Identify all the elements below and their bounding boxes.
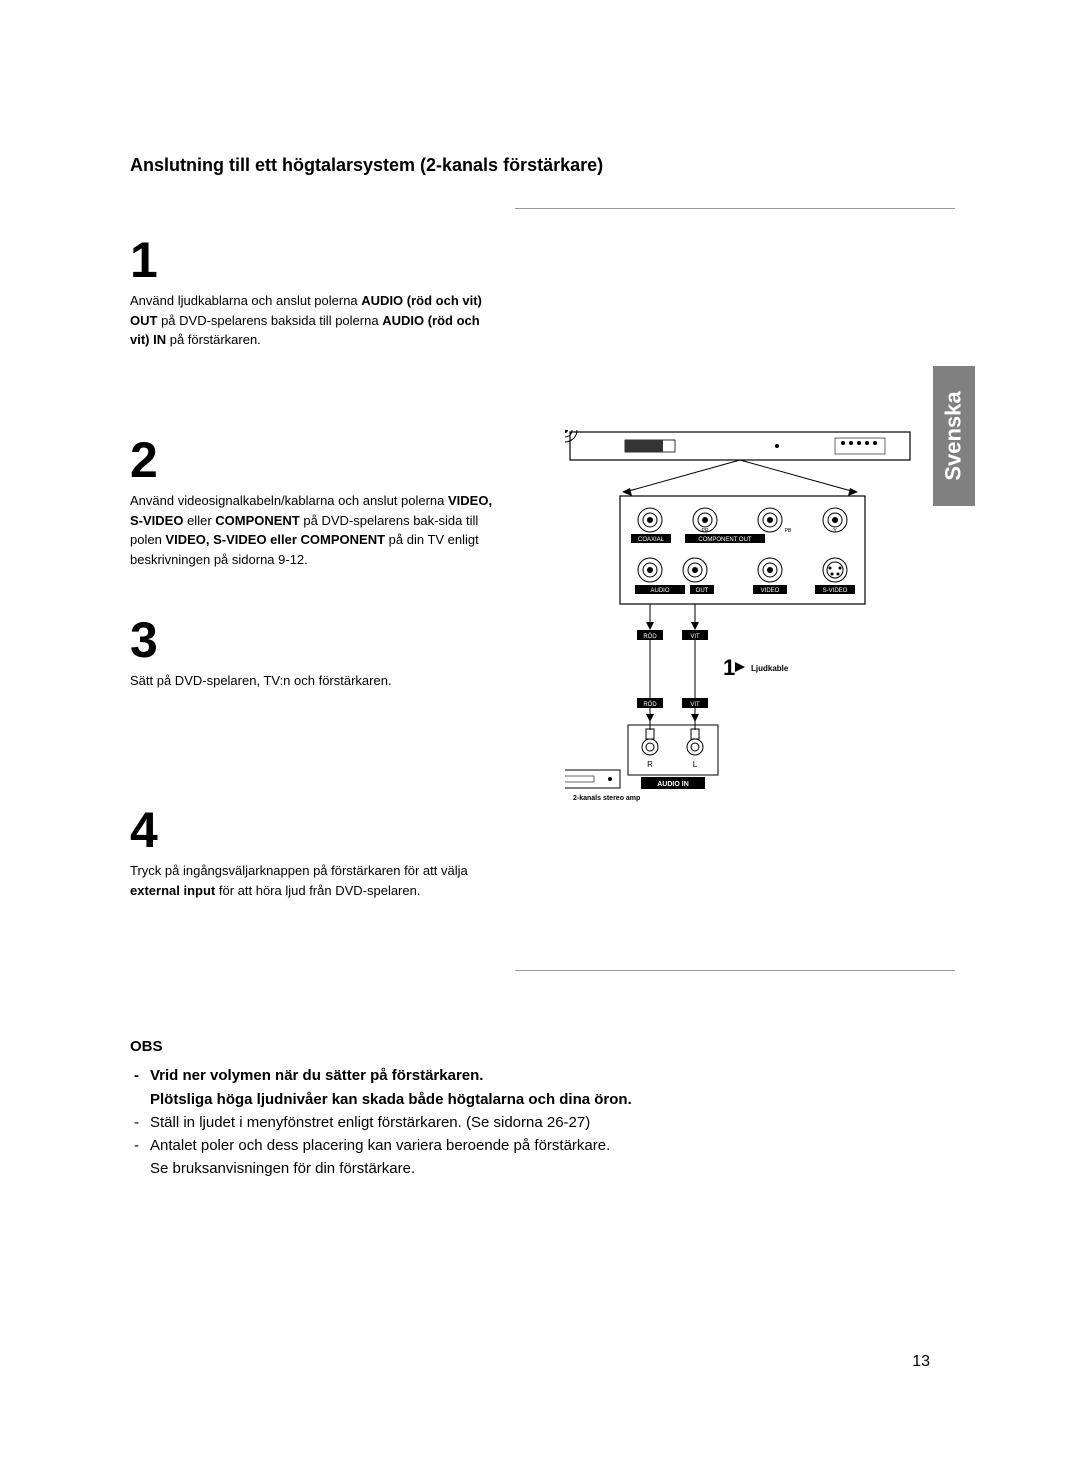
language-tab-label: Svenska: [941, 391, 967, 480]
connection-diagram: COAXIAL COMPONENT OUT PR PB Y AUDIO OUT …: [565, 430, 920, 815]
step-number: 3: [130, 615, 500, 665]
svg-text:COMPONENT OUT: COMPONENT OUT: [698, 537, 752, 543]
step-body: Använd videosignalkabeln/kablarna och an…: [130, 491, 500, 569]
language-tab: Svenska: [933, 366, 975, 506]
svg-text:PR: PR: [702, 528, 709, 534]
svg-text:L: L: [693, 760, 698, 769]
obs-block: OBS Vrid ner volymen när du sätter på fö…: [130, 1035, 860, 1181]
svg-text:AUDIO IN: AUDIO IN: [657, 781, 689, 788]
svg-text:R: R: [647, 760, 653, 769]
svg-text:RÖD: RÖD: [643, 633, 657, 640]
svg-text:VIDEO: VIDEO: [761, 588, 780, 594]
step-number: 2: [130, 435, 500, 485]
step-body: Sätt på DVD-spelaren, TV:n och förstärka…: [130, 671, 500, 691]
svg-text:VIT: VIT: [690, 634, 700, 640]
obs-heading: OBS: [130, 1035, 860, 1058]
step-3: 3 Sätt på DVD-spelaren, TV:n och förstärk…: [130, 615, 500, 691]
step-number: 1: [130, 235, 500, 285]
svg-text:PB: PB: [785, 528, 792, 534]
obs-item: Ställ in ljudet i menyfönstret enligt fö…: [130, 1111, 860, 1134]
step-2: 2 Använd videosignalkabeln/kablarna och a…: [130, 435, 500, 569]
step-body: Tryck på ingångsväljarknappen på förstär…: [130, 861, 500, 900]
step-number: 4: [130, 805, 500, 855]
divider-bottom: [515, 970, 955, 971]
svg-text:Ljudkable: Ljudkable: [751, 664, 789, 673]
svg-text:2-kanals stereo amp: 2-kanals stereo amp: [573, 795, 640, 802]
step-body: Använd ljudkablarna och anslut polerna A…: [130, 291, 500, 350]
svg-text:RÖD: RÖD: [643, 701, 657, 708]
svg-text:OUT: OUT: [696, 588, 709, 594]
obs-item: Antalet poler och dess placering kan var…: [130, 1134, 860, 1181]
page-number: 13: [912, 1353, 930, 1371]
step-4: 4 Tryck på ingångsväljarknappen på förstä…: [130, 805, 500, 900]
svg-text:S-VIDEO: S-VIDEO: [823, 588, 848, 594]
svg-text:Y: Y: [833, 528, 837, 534]
obs-list: Vrid ner volymen när du sätter på förstä…: [130, 1064, 860, 1180]
page-title: Anslutning till ett högtalarsystem (2-ka…: [130, 155, 603, 176]
obs-item: Vrid ner volymen när du sätter på förstä…: [130, 1064, 860, 1111]
svg-text:1: 1: [723, 655, 735, 680]
svg-text:COAXIAL: COAXIAL: [638, 537, 665, 543]
step-1: 1 Använd ljudkablarna och anslut polerna …: [130, 235, 500, 350]
svg-text:VIT: VIT: [690, 702, 700, 708]
svg-text:AUDIO: AUDIO: [650, 588, 669, 594]
divider-top: [515, 208, 955, 209]
